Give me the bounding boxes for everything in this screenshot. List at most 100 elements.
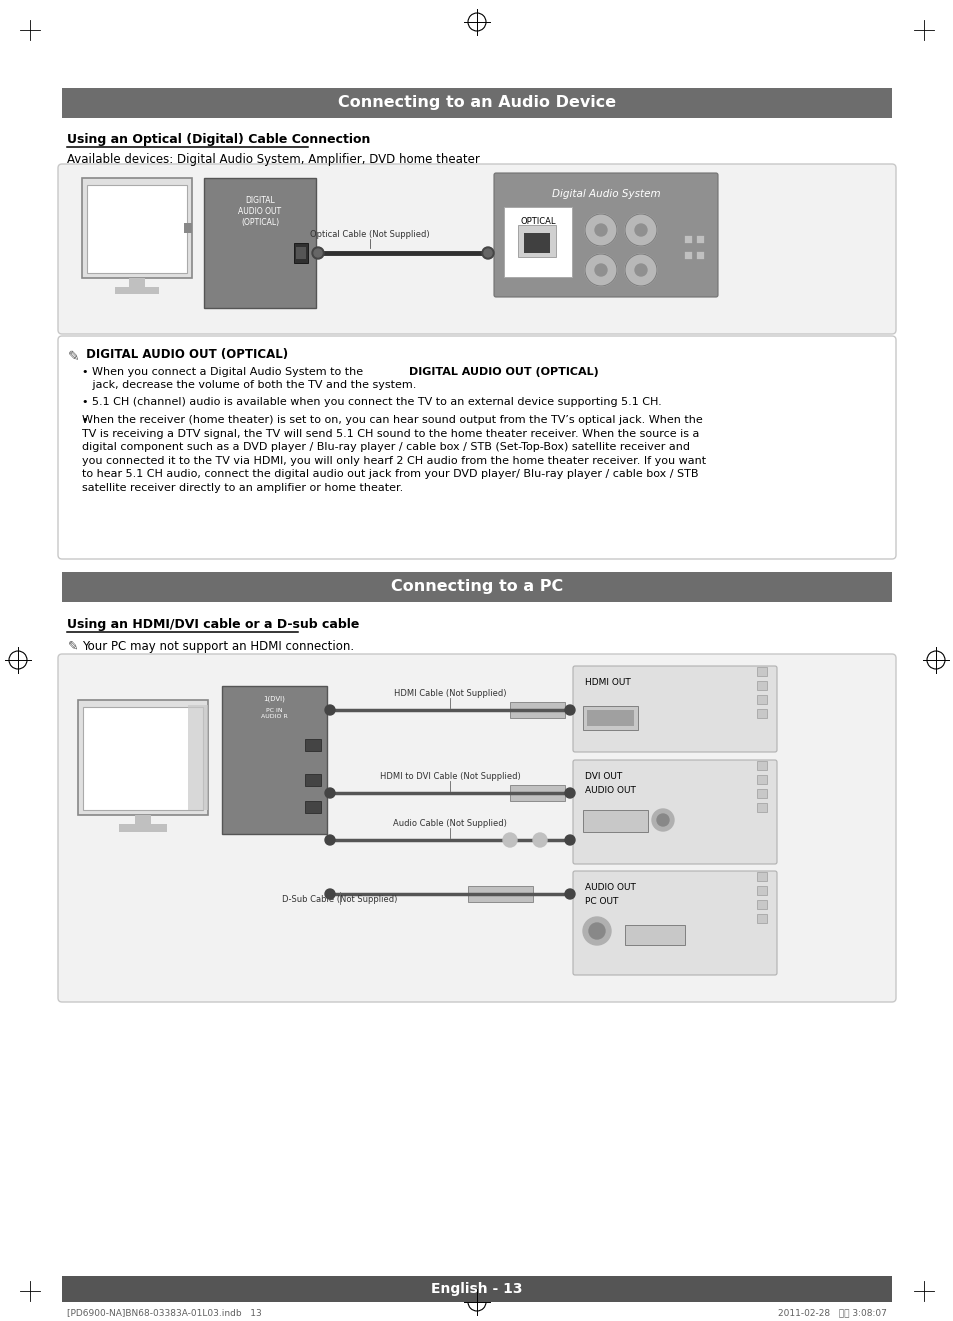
Circle shape — [584, 214, 617, 246]
Bar — [119, 824, 167, 832]
Text: AUDIO OUT: AUDIO OUT — [584, 786, 636, 795]
Bar — [757, 761, 766, 770]
Bar — [510, 785, 564, 801]
Text: PC OUT: PC OUT — [584, 897, 618, 906]
Text: When the receiver (home theater) is set to on, you can hear sound output from th: When the receiver (home theater) is set … — [82, 415, 705, 493]
Circle shape — [635, 264, 646, 276]
Bar — [129, 277, 145, 288]
Bar — [757, 872, 766, 881]
Bar — [757, 775, 766, 783]
Bar — [305, 801, 320, 812]
Text: DIGITAL AUDIO OUT (OPTICAL): DIGITAL AUDIO OUT (OPTICAL) — [409, 367, 598, 376]
Circle shape — [588, 923, 604, 939]
Text: Your PC may not support an HDMI connection.: Your PC may not support an HDMI connecti… — [82, 639, 354, 653]
Text: ✎: ✎ — [68, 350, 79, 365]
Text: ✎: ✎ — [68, 639, 78, 653]
Circle shape — [564, 705, 575, 715]
Bar — [582, 705, 638, 731]
Bar — [696, 235, 703, 243]
Circle shape — [481, 247, 494, 259]
Bar — [503, 207, 572, 277]
Text: • When you connect a Digital Audio System to the: • When you connect a Digital Audio Syste… — [82, 367, 366, 376]
Text: 2011-02-28   오후 3:08:07: 2011-02-28 오후 3:08:07 — [778, 1308, 886, 1317]
FancyBboxPatch shape — [494, 173, 718, 297]
Bar — [586, 709, 634, 727]
Bar — [696, 251, 703, 259]
Text: •: • — [82, 415, 91, 425]
Text: Available devices: Digital Audio System, Amplifier, DVD home theater: Available devices: Digital Audio System,… — [67, 153, 479, 166]
Bar — [115, 287, 159, 295]
Bar — [62, 572, 891, 602]
Bar — [757, 695, 766, 704]
Circle shape — [582, 917, 610, 945]
FancyBboxPatch shape — [58, 654, 895, 1003]
Text: 1(DVI): 1(DVI) — [263, 696, 285, 703]
Text: English - 13: English - 13 — [431, 1281, 522, 1296]
Bar — [468, 886, 533, 902]
Circle shape — [595, 264, 606, 276]
Text: jack, decrease the volume of both the TV and the system.: jack, decrease the volume of both the TV… — [82, 380, 416, 390]
Circle shape — [564, 889, 575, 900]
Circle shape — [312, 247, 324, 259]
Text: DIGITAL
AUDIO OUT
(OPTICAL): DIGITAL AUDIO OUT (OPTICAL) — [238, 196, 281, 227]
Text: Optical Cable (Not Supplied): Optical Cable (Not Supplied) — [310, 230, 430, 239]
Circle shape — [584, 254, 617, 287]
Text: Digital Audio System: Digital Audio System — [551, 189, 659, 199]
Text: AUDIO OUT: AUDIO OUT — [584, 882, 636, 892]
Circle shape — [483, 248, 492, 258]
FancyBboxPatch shape — [58, 336, 895, 559]
Bar — [305, 774, 320, 786]
Text: • 5.1 CH (channel) audio is available when you connect the TV to an external dev: • 5.1 CH (channel) audio is available wh… — [82, 398, 661, 407]
Circle shape — [325, 835, 335, 845]
Bar — [757, 709, 766, 719]
Circle shape — [325, 789, 335, 798]
Bar — [135, 815, 151, 826]
Circle shape — [325, 889, 335, 900]
Bar — [683, 235, 691, 243]
Bar — [188, 705, 208, 810]
Bar — [757, 803, 766, 812]
FancyBboxPatch shape — [58, 164, 895, 334]
Bar — [222, 686, 327, 834]
Bar — [624, 925, 684, 945]
Bar — [204, 178, 315, 308]
Text: OPTICAL: OPTICAL — [519, 217, 556, 226]
Text: [PD6900-NA]BN68-03383A-01L03.indb   13: [PD6900-NA]BN68-03383A-01L03.indb 13 — [67, 1308, 261, 1317]
Bar — [757, 667, 766, 676]
Text: Using an Optical (Digital) Cable Connection: Using an Optical (Digital) Cable Connect… — [67, 133, 370, 147]
Bar — [87, 185, 187, 273]
Circle shape — [657, 814, 668, 826]
Bar — [683, 251, 691, 259]
Bar — [82, 178, 192, 277]
Bar — [62, 1276, 891, 1303]
Bar — [757, 914, 766, 923]
Circle shape — [314, 248, 322, 258]
Bar — [295, 247, 306, 259]
Circle shape — [595, 225, 606, 236]
Circle shape — [533, 834, 546, 847]
Text: DVI OUT: DVI OUT — [584, 771, 621, 781]
Circle shape — [635, 225, 646, 236]
Bar — [78, 700, 208, 815]
Circle shape — [624, 214, 657, 246]
FancyBboxPatch shape — [573, 760, 776, 864]
Text: HDMI OUT: HDMI OUT — [584, 678, 630, 687]
Text: HDMI Cable (Not Supplied): HDMI Cable (Not Supplied) — [394, 690, 506, 697]
Bar — [294, 243, 308, 263]
Bar — [62, 89, 891, 118]
Bar — [83, 707, 203, 810]
Circle shape — [325, 705, 335, 715]
FancyBboxPatch shape — [573, 666, 776, 752]
Circle shape — [624, 254, 657, 287]
Circle shape — [651, 808, 673, 831]
Bar — [305, 738, 320, 752]
FancyBboxPatch shape — [573, 871, 776, 975]
Text: DIGITAL AUDIO OUT (OPTICAL): DIGITAL AUDIO OUT (OPTICAL) — [82, 347, 288, 361]
Circle shape — [502, 834, 517, 847]
Bar — [757, 682, 766, 690]
Text: Using an HDMI/DVI cable or a D-sub cable: Using an HDMI/DVI cable or a D-sub cable — [67, 618, 359, 631]
Text: Connecting to a PC: Connecting to a PC — [391, 580, 562, 594]
Bar — [184, 223, 192, 232]
Text: Audio Cable (Not Supplied): Audio Cable (Not Supplied) — [393, 819, 506, 828]
Bar — [757, 789, 766, 798]
